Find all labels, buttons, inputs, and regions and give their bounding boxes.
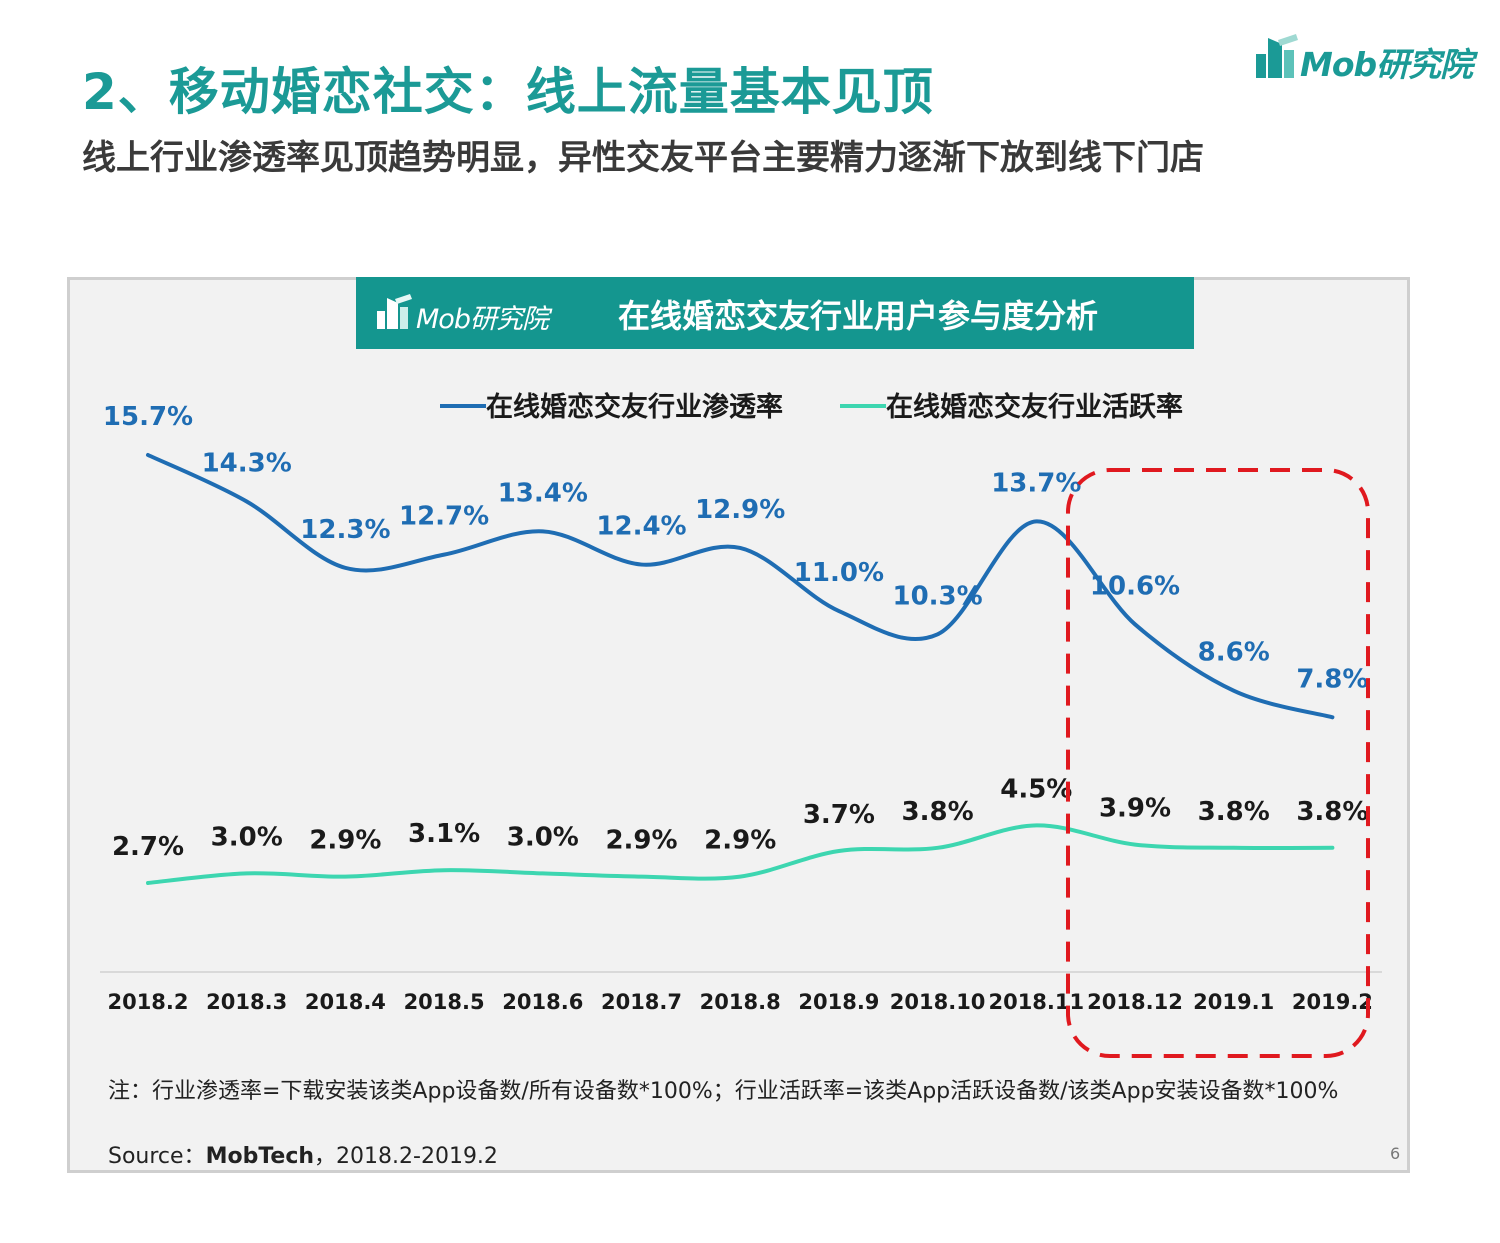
data-point — [343, 566, 347, 570]
building-icon — [377, 294, 412, 329]
data-point — [837, 609, 841, 613]
data-label: 3.0% — [211, 822, 283, 852]
building-icon — [1256, 34, 1298, 78]
brand-logo-text: Mob研究院 — [1300, 45, 1473, 84]
data-point — [245, 871, 249, 875]
data-label: 2.9% — [309, 826, 381, 856]
data-label: 13.4% — [498, 478, 588, 508]
chart-notes: 注：行业渗透率=下载安装该类App设备数/所有设备数*100%；行业活跃率=该类… — [108, 1076, 1398, 1107]
data-label: 2.7% — [112, 832, 184, 862]
data-point — [936, 632, 940, 636]
source-line: Source：MobTech，2018.2-2019.2 — [108, 1138, 498, 1170]
x-tick-label: 2019.2 — [1292, 990, 1373, 1014]
highlight-box — [1066, 468, 1370, 1058]
x-tick-label: 2018.3 — [206, 990, 287, 1014]
data-point — [738, 875, 742, 879]
chart-legend: 在线婚恋交友行业渗透率 在线婚恋交友行业活跃率 — [440, 391, 1183, 423]
data-point — [1330, 846, 1334, 850]
x-tick-label: 2018.6 — [502, 990, 583, 1014]
data-point — [146, 881, 150, 885]
data-label: 10.6% — [1090, 571, 1180, 601]
x-tick-label: 2018.5 — [404, 990, 485, 1014]
series-line — [146, 823, 1335, 885]
data-point — [146, 453, 150, 457]
data-label: 12.3% — [300, 515, 390, 545]
data-label: 3.9% — [1099, 794, 1171, 824]
page-title: 2、移动婚恋社交：线上流量基本见顶 — [82, 63, 934, 121]
data-point — [442, 868, 446, 872]
data-label: 3.1% — [408, 819, 480, 849]
data-point — [541, 871, 545, 875]
banner-logo: Mob研究院 — [374, 293, 574, 335]
data-point — [1133, 622, 1137, 626]
data-point — [640, 875, 644, 879]
x-tick-label: 2018.9 — [798, 990, 879, 1014]
data-label: 12.7% — [399, 502, 489, 532]
legend-label: 在线婚恋交友行业渗透率 — [486, 391, 783, 423]
data-point — [541, 529, 545, 533]
data-point — [1034, 519, 1038, 523]
x-tick-label: 2018.8 — [700, 990, 781, 1014]
data-label: 2.9% — [704, 826, 776, 856]
chart-panel — [67, 277, 1410, 1173]
x-tick-label: 2018.10 — [890, 990, 986, 1014]
x-tick-label: 2018.2 — [107, 990, 188, 1014]
data-point — [1034, 823, 1038, 827]
data-point — [1133, 843, 1137, 847]
chart-title: 在线婚恋交友行业用户参与度分析 — [618, 297, 1099, 335]
data-label: 13.7% — [991, 468, 1081, 498]
brand-logo: Mob研究院 — [1252, 28, 1482, 86]
data-point — [1232, 846, 1236, 850]
data-label: 8.6% — [1198, 638, 1270, 668]
data-point — [837, 849, 841, 853]
data-point — [1232, 689, 1236, 693]
x-tick-label: 2018.4 — [305, 990, 386, 1014]
data-point — [245, 499, 249, 503]
data-labels: 15.7% 14.3% 12.3% 12.7% 13.4% 12.4% 12.9% 11.0%… — [103, 402, 1369, 862]
data-label: 12.4% — [596, 512, 686, 542]
series-layer — [146, 453, 1335, 885]
x-tick-label: 2018.7 — [601, 990, 682, 1014]
data-label: 3.8% — [902, 797, 974, 827]
data-point — [640, 563, 644, 567]
data-label: 3.8% — [1198, 797, 1270, 827]
data-point — [1330, 715, 1334, 719]
source-label: Source： — [108, 1144, 206, 1169]
page-subtitle: 线上行业渗透率见顶趋势明显，异性交友平台主要精力逐渐下放到线下门店 — [82, 138, 1204, 178]
formula-note: 注：行业渗透率=下载安装该类App设备数/所有设备数*100%；行业活跃率=该类… — [108, 1079, 1339, 1104]
data-point — [343, 875, 347, 879]
data-label: 3.0% — [507, 822, 579, 852]
data-label: 10.3% — [892, 581, 982, 611]
legend-label: 在线婚恋交友行业活跃率 — [886, 391, 1183, 423]
data-label: 11.0% — [794, 558, 884, 588]
chart-banner: Mob研究院 在线婚恋交友行业用户参与度分析 — [356, 277, 1194, 349]
data-point — [738, 546, 742, 550]
data-point — [442, 553, 446, 557]
series-line — [146, 453, 1335, 720]
data-point — [936, 846, 940, 850]
data-label: 3.7% — [803, 800, 875, 830]
source-name: MobTech — [205, 1144, 315, 1169]
data-label: 2.9% — [605, 826, 677, 856]
x-axis-tick-labels: 2018.2 2018.3 2018.4 2018.5 2018.6 2018.7 2018… — [107, 990, 1372, 1014]
data-label: 15.7% — [103, 402, 193, 432]
x-tick-label: 2019.1 — [1193, 990, 1274, 1014]
data-label: 14.3% — [202, 448, 292, 478]
data-label: 7.8% — [1296, 664, 1368, 694]
page-number: 6 — [1390, 1144, 1401, 1163]
data-label: 4.5% — [1000, 774, 1072, 804]
banner-logo-text: Mob研究院 — [416, 304, 549, 335]
x-tick-label: 2018.12 — [1087, 990, 1183, 1014]
data-label: 12.9% — [695, 495, 785, 525]
data-label: 3.8% — [1296, 797, 1368, 827]
source-range: ，2018.2-2019.2 — [314, 1144, 498, 1169]
